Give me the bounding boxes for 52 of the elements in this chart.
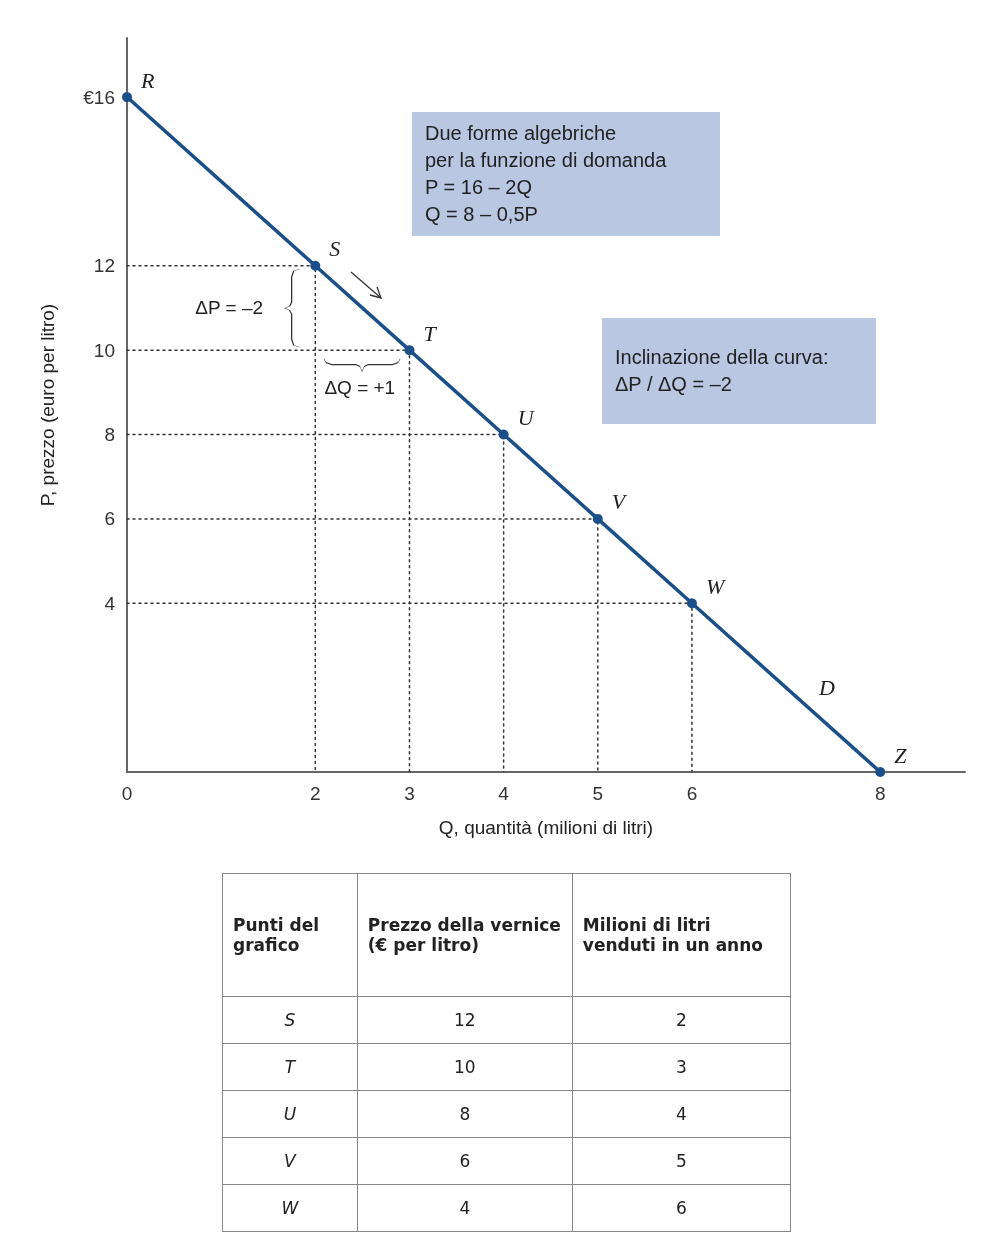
y-tick-label: 12	[93, 255, 115, 277]
annotation: U	[517, 405, 536, 431]
note-box: Inclinazione della curva: ΔP / ΔQ = –2	[602, 318, 876, 424]
data-label: 2	[572, 996, 791, 1044]
y-tick-label: €16	[83, 86, 115, 108]
x-tick-label: 4	[498, 783, 510, 804]
point	[498, 429, 509, 440]
x-tick-label: 3	[404, 783, 415, 804]
point	[122, 92, 132, 103]
data-label: 4	[572, 1090, 791, 1138]
data-label: 6	[357, 1137, 573, 1185]
x-tick-label: 8	[874, 783, 886, 804]
point	[875, 767, 886, 777]
data-label: 12	[357, 996, 573, 1044]
annotation: R	[140, 67, 155, 93]
y-axis-title: P, prezzo (euro per litro)	[37, 303, 58, 507]
y-tick-label: 6	[104, 508, 115, 530]
data-label: 6	[572, 1184, 791, 1232]
annotation: D	[817, 675, 835, 701]
annotation: ΔP = –2	[195, 296, 264, 318]
text: Prezzo della vernice (€ per litro)	[357, 873, 573, 997]
text: Punti del grafico	[222, 873, 358, 997]
x-axis-title: Q, quantità (milioni di litri)	[438, 817, 654, 838]
data-label: 3	[572, 1043, 791, 1091]
x-tick-label: 5	[592, 783, 604, 804]
x-tick-label: 2	[310, 783, 321, 804]
x-tick-label: 0	[121, 783, 133, 804]
annotation: T	[423, 320, 438, 346]
x-tick-label: 6	[686, 783, 698, 804]
y-tick-label: 4	[104, 592, 116, 614]
note-box: Due forme algebriche per la funzione di domanda P = 16 – 2Q Q = 8 – 0,5P	[412, 112, 720, 236]
text: Milioni di litri venduti in un anno	[572, 873, 791, 997]
annotation: W	[705, 573, 726, 599]
point	[404, 345, 415, 356]
category-label: U	[222, 1090, 358, 1138]
y-tick-label: 8	[104, 424, 115, 446]
point	[686, 598, 697, 609]
annotation: Z	[894, 742, 908, 768]
point	[310, 260, 321, 271]
category-label: V	[222, 1137, 358, 1185]
data-label: 4	[357, 1184, 573, 1232]
category-label: S	[222, 996, 358, 1044]
data-label: 5	[572, 1137, 791, 1185]
data-label: 8	[357, 1090, 573, 1138]
annotation: V	[611, 489, 628, 515]
data-label: 10	[357, 1043, 573, 1091]
category-label: T	[222, 1043, 358, 1091]
annotation: S	[329, 236, 341, 262]
point	[592, 513, 603, 524]
annotation: ΔQ = +1	[324, 377, 396, 399]
category-label: W	[222, 1184, 358, 1232]
y-tick-label: 10	[93, 339, 115, 361]
